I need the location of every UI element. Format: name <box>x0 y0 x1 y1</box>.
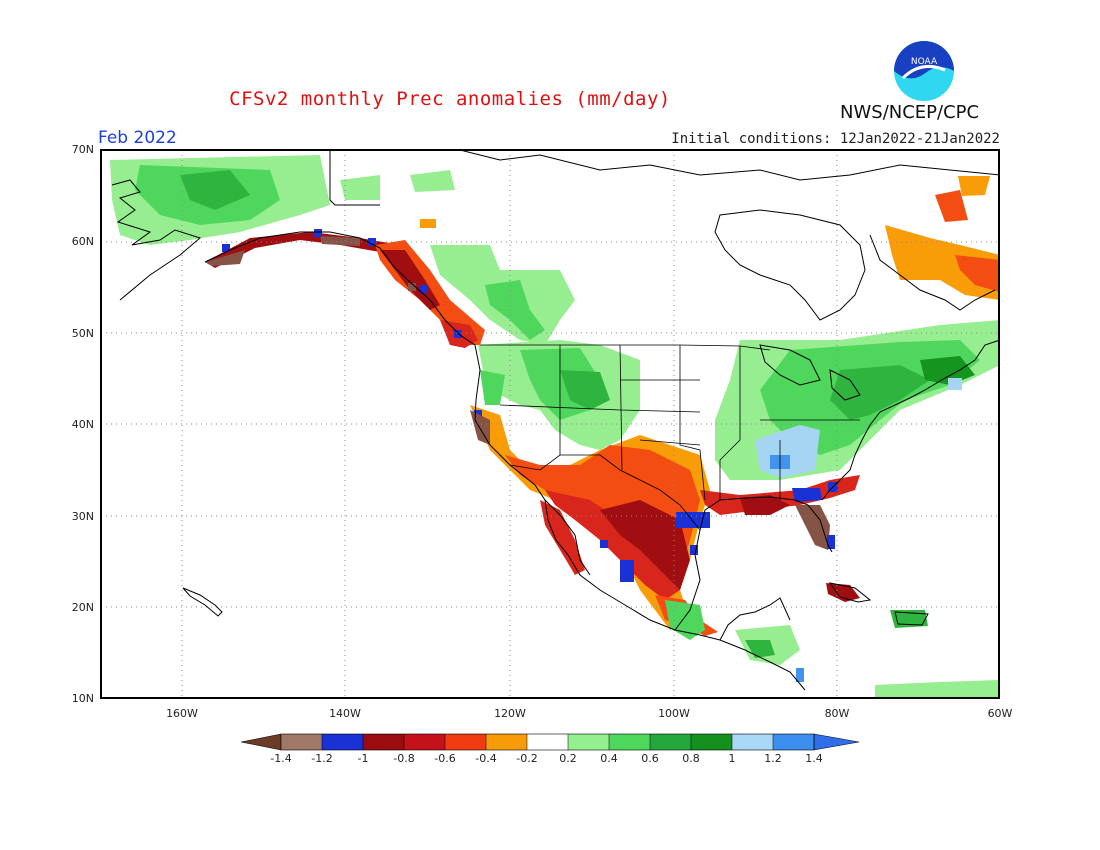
colorbar-label: 0.6 <box>641 752 659 765</box>
colorbar-label: -1 <box>357 752 369 765</box>
colorbar-label: -0.4 <box>475 752 497 765</box>
colorbar-label: -0.6 <box>434 752 456 765</box>
colorbar-swatch <box>281 734 322 750</box>
lon-label: 100W <box>658 707 690 720</box>
valid-month: Feb 2022 <box>98 128 177 148</box>
colorbar-swatch <box>650 734 691 750</box>
svg-text:NOAA: NOAA <box>911 57 938 67</box>
colorbar-swatch <box>322 734 363 750</box>
colorbar-label: 0.4 <box>600 752 618 765</box>
colorbar-label: 1.2 <box>764 752 782 765</box>
lat-label: 10N <box>71 692 94 705</box>
colorbar-label: -1.4 <box>270 752 292 765</box>
coastlines <box>111 150 999 691</box>
lat-label: 70N <box>71 143 94 156</box>
lon-label: 140W <box>329 707 361 720</box>
colorbar-swatch <box>363 734 404 750</box>
colorbar-label: 1 <box>728 752 736 765</box>
agency-label: NWS/NCEP/CPC <box>840 102 980 123</box>
map-title: CFSv2 monthly Prec anomalies (mm/day) <box>229 88 671 110</box>
colorbar-swatch <box>732 734 773 750</box>
colorbar-swatch <box>404 734 445 750</box>
colorbar-arrow-right <box>813 733 860 751</box>
colorbar-swatch <box>486 734 527 750</box>
lon-label: 80W <box>824 707 850 720</box>
colorbar <box>240 733 860 751</box>
colorbar-label: 0.2 <box>559 752 577 765</box>
colorbar-swatch <box>609 734 650 750</box>
colorbar-label: 1.4 <box>805 752 823 765</box>
colorbar-swatch <box>773 734 814 750</box>
lat-label: 20N <box>71 601 94 614</box>
lat-label: 30N <box>71 510 94 523</box>
lon-label: 60W <box>987 707 1013 720</box>
lat-label: 40N <box>71 418 94 431</box>
colorbar-arrow-left <box>240 733 282 751</box>
colorbar-swatch <box>568 734 609 750</box>
colorbar-swatch <box>691 734 732 750</box>
initial-conditions: Initial conditions: 12Jan2022-21Jan2022 <box>671 131 1000 147</box>
noaa-logo-icon: NOAA <box>894 41 954 101</box>
colorbar-swatch <box>527 734 568 750</box>
lat-label: 60N <box>71 235 94 248</box>
colorbar-label: 0.8 <box>682 752 700 765</box>
lon-label: 160W <box>166 707 198 720</box>
borders <box>480 344 860 531</box>
lat-label: 50N <box>71 327 94 340</box>
colorbar-label: -1.2 <box>311 752 333 765</box>
colorbar-label: -0.8 <box>393 752 415 765</box>
lon-label: 120W <box>494 707 526 720</box>
map-frame <box>100 149 1000 699</box>
colorbar-swatch <box>445 734 486 750</box>
colorbar-label: -0.2 <box>516 752 538 765</box>
anomaly-field <box>110 155 999 698</box>
